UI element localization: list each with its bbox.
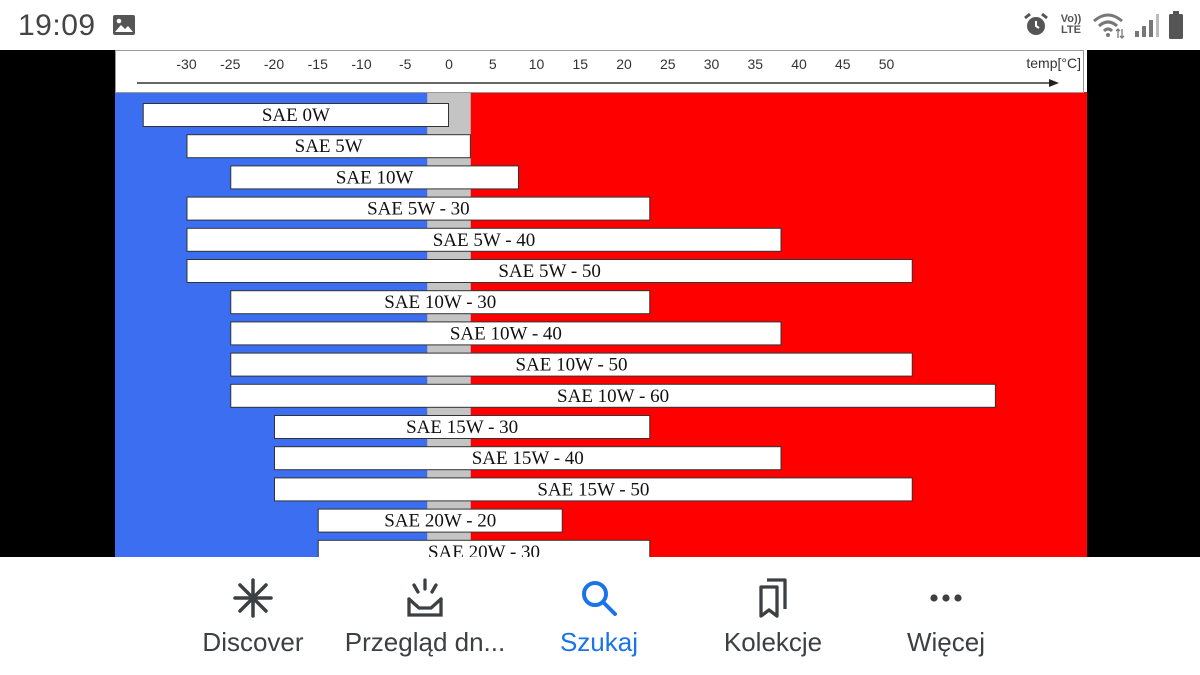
tick-label: 20 bbox=[616, 56, 632, 72]
nav-discover-label: Discover bbox=[202, 627, 304, 657]
bar-rect bbox=[186, 196, 651, 221]
volte-icon: Vo)) LTE bbox=[1058, 14, 1084, 36]
tick-label: 30 bbox=[704, 56, 720, 72]
tick-label: -25 bbox=[220, 56, 240, 72]
viscosity-bar: SAE 15W - 50 bbox=[274, 477, 913, 502]
nav-search-label: Szukaj bbox=[559, 627, 639, 657]
bar-label: SAE 5W - 40 bbox=[433, 230, 536, 251]
wifi-icon bbox=[1093, 13, 1125, 39]
viscosity-bar: SAE 10W bbox=[230, 165, 519, 190]
tick-label: 45 bbox=[835, 56, 851, 72]
tick-label: 40 bbox=[791, 56, 807, 72]
bar-label: SAE 20W - 20 bbox=[384, 511, 496, 532]
tick-label: 0 bbox=[445, 56, 453, 72]
bar-rect bbox=[274, 446, 782, 471]
viscosity-bar: SAE 10W - 60 bbox=[230, 383, 996, 408]
bar-rect bbox=[317, 539, 651, 557]
tick-label: -5 bbox=[399, 56, 412, 72]
tick-label: 50 bbox=[879, 56, 895, 72]
bar-rect bbox=[317, 508, 563, 533]
nav-discover[interactable]: Discover bbox=[158, 575, 348, 665]
signal-icon bbox=[1135, 14, 1159, 37]
tick-label: 10 bbox=[529, 56, 545, 72]
bar-label: SAE 10W - 40 bbox=[450, 323, 562, 344]
nav-more[interactable]: Więcej bbox=[851, 575, 1041, 665]
viscosity-bar: SAE 0W bbox=[142, 103, 449, 127]
more-icon bbox=[930, 594, 962, 602]
status-bar: 19:09 Vo)) LTE bbox=[0, 0, 1200, 50]
bar-label: SAE 5W - 50 bbox=[498, 261, 601, 282]
bar-label: SAE 15W - 50 bbox=[537, 479, 649, 500]
viscosity-bar: SAE 15W - 40 bbox=[274, 446, 782, 471]
viscosity-bar: SAE 20W - 20 bbox=[317, 508, 563, 533]
volte-bottom-label: LTE bbox=[1061, 24, 1081, 36]
bar-rect bbox=[230, 165, 519, 190]
bar-rect bbox=[274, 415, 651, 439]
bottom-navigation: Discover Przegląd dn... Szukaj bbox=[0, 557, 1200, 675]
bar-rect bbox=[274, 477, 913, 502]
status-time: 19:09 bbox=[18, 9, 96, 42]
bar-label: SAE 0W bbox=[262, 105, 330, 126]
nav-collections-label: Kolekcje bbox=[723, 627, 823, 657]
axis-band bbox=[115, 50, 1087, 92]
bar-rect bbox=[186, 227, 782, 252]
chart-image: -30 -25 -20 -15 -10 -5 0 5 10 15 20 25 30 35 40 45 50 te… bbox=[115, 50, 1087, 557]
tick-label: -20 bbox=[264, 56, 284, 72]
nav-search[interactable]: Szukaj bbox=[504, 575, 694, 665]
axis-unit-label: temp[°C] bbox=[1026, 55, 1081, 71]
bar-label: SAE 20W - 30 bbox=[428, 542, 540, 557]
status-icons: Vo)) LTE bbox=[1022, 10, 1184, 40]
tick-label: 35 bbox=[747, 56, 763, 72]
viscosity-bar: SAE 10W - 40 bbox=[230, 321, 782, 346]
sae-viscosity-chart: -30 -25 -20 -15 -10 -5 0 5 10 15 20 25 30 35 40 45 50 te… bbox=[115, 50, 1087, 557]
axis-arrow-head bbox=[1049, 79, 1059, 87]
bar-rect bbox=[186, 134, 471, 159]
bar-label: SAE 10W - 50 bbox=[515, 355, 627, 376]
viscosity-bar: SAE 5W - 50 bbox=[186, 259, 913, 283]
viscosity-bar: SAE 5W bbox=[186, 134, 471, 159]
tick-label: 25 bbox=[660, 56, 676, 72]
nav-collections[interactable]: Kolekcje bbox=[678, 575, 868, 665]
bar-label: SAE 15W - 30 bbox=[406, 417, 518, 438]
tick-label: 15 bbox=[572, 56, 588, 72]
nav-more-label: Więcej bbox=[906, 627, 985, 657]
viscosity-bar: SAE 20W - 30 bbox=[317, 539, 651, 557]
nav-daily-overview[interactable]: Przegląd dn... bbox=[330, 575, 520, 665]
asterisk-icon bbox=[233, 578, 273, 618]
gallery-icon bbox=[113, 15, 135, 35]
bar-label: SAE 10W - 30 bbox=[384, 292, 496, 313]
bar-label: SAE 15W - 40 bbox=[472, 448, 584, 469]
bar-label: SAE 5W - 30 bbox=[367, 199, 470, 220]
viscosity-bar: SAE 10W - 30 bbox=[230, 290, 651, 315]
tick-label: -15 bbox=[308, 56, 328, 72]
viscosity-bars: SAE 0W SAE 5W SAE 10W SAE 5W - 30 SAE 5W - 4… bbox=[142, 103, 996, 557]
bar-rect bbox=[230, 321, 782, 346]
bar-rect bbox=[186, 259, 913, 283]
battery-icon bbox=[1169, 11, 1183, 39]
bar-rect bbox=[230, 290, 651, 315]
axis-border bbox=[115, 50, 1084, 93]
tick-label: 5 bbox=[489, 56, 497, 72]
image-viewer[interactable]: -30 -25 -20 -15 -10 -5 0 5 10 15 20 25 30 35 40 45 50 te… bbox=[0, 50, 1200, 557]
volte-top-label: Vo)) bbox=[1060, 13, 1082, 25]
alarm-icon bbox=[1024, 12, 1048, 35]
bar-rect bbox=[142, 103, 449, 127]
search-icon bbox=[582, 581, 617, 616]
viscosity-bar: SAE 15W - 30 bbox=[274, 415, 651, 439]
bar-label: SAE 10W bbox=[336, 167, 414, 188]
tick-label: -10 bbox=[351, 56, 371, 72]
axis-ticks: -30 -25 -20 -15 -10 -5 0 5 10 15 20 25 30 35 40 45 50 bbox=[176, 56, 894, 72]
bar-rect bbox=[230, 352, 913, 377]
nav-daily-overview-label: Przegląd dn... bbox=[344, 627, 506, 657]
tick-label: -30 bbox=[176, 56, 196, 72]
bookmarks-icon bbox=[759, 578, 787, 618]
viscosity-bar: SAE 5W - 30 bbox=[186, 196, 651, 221]
bar-label: SAE 10W - 60 bbox=[557, 386, 669, 407]
bar-rect bbox=[230, 383, 996, 408]
viscosity-bar: SAE 5W - 40 bbox=[186, 227, 782, 252]
bar-label: SAE 5W bbox=[295, 136, 363, 157]
viscosity-bar: SAE 10W - 50 bbox=[230, 352, 913, 377]
inbox-sparkle-icon bbox=[407, 578, 443, 617]
